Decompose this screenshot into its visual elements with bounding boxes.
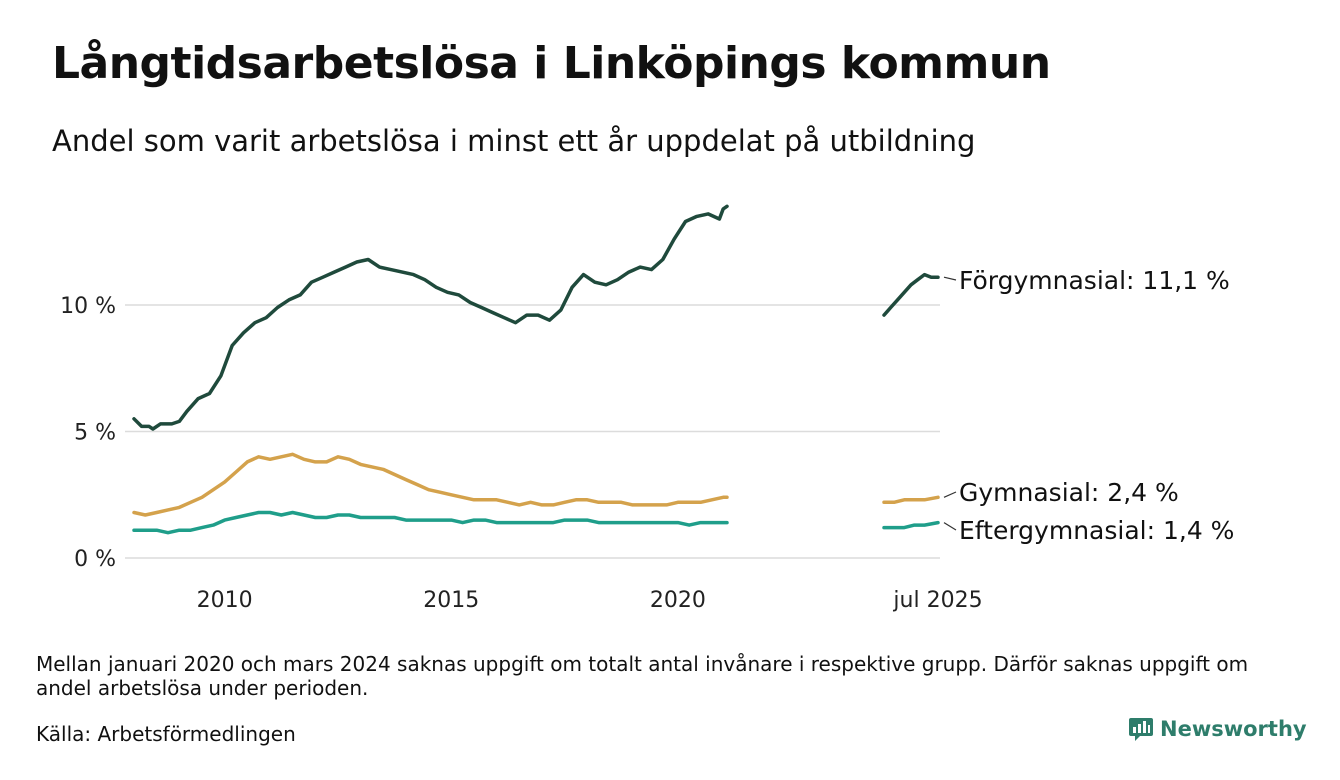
brand-name: Newsworthy — [1160, 717, 1307, 741]
y-tick-label: 10 % — [60, 294, 116, 319]
x-axis-ticks: 2010 2015 2020 jul 2025 — [197, 588, 983, 613]
label-leader-gymnasial — [943, 491, 957, 498]
newsworthy-logo-icon — [1129, 718, 1153, 741]
series-line-gymnasial-seg-1 — [132, 452, 729, 517]
y-tick-label: 0 % — [74, 547, 116, 572]
series-label-eftergymnasial: Eftergymnasial: 1,4 % — [959, 516, 1234, 545]
footnote: Mellan januari 2020 och mars 2024 saknas… — [36, 652, 1249, 700]
brand-logo: Newsworthy — [1128, 716, 1307, 742]
line-chart: 0 % 5 % 10 % 2010 2015 2020 jul 2025 Förgymna… — [60, 204, 1234, 613]
series-line-eftergymnasial-seg-2 — [882, 520, 940, 530]
x-tick-label: jul 2025 — [892, 588, 982, 613]
y-axis-ticks: 0 % 5 % 10 % — [60, 294, 116, 572]
series-line-eftergymnasial-seg-1 — [132, 510, 729, 535]
y-tick-label: 5 % — [74, 421, 116, 446]
x-tick-label: 2020 — [650, 588, 706, 613]
gridlines — [125, 304, 940, 559]
series-label-f-rgymnasial: Förgymnasial: 11,1 % — [959, 266, 1230, 295]
label-leader-f-rgymnasial — [943, 276, 957, 281]
series-lines — [132, 204, 940, 535]
series-line-f-rgymnasial-seg-1 — [132, 204, 729, 431]
chart-title: Långtidsarbetslösa i Linköpings kommun — [52, 38, 1051, 89]
series-line-gymnasial-seg-2 — [882, 495, 940, 505]
chart-subtitle: Andel som varit arbetslösa i minst ett å… — [52, 124, 976, 158]
series-labels: Förgymnasial: 11,1 % Gymnasial: 2,4 % Efte… — [943, 266, 1234, 545]
series-label-gymnasial: Gymnasial: 2,4 % — [959, 478, 1179, 507]
label-leader-eftergymnasial — [943, 522, 957, 531]
source-text: Källa: Arbetsförmedlingen — [36, 722, 296, 746]
x-tick-label: 2015 — [423, 588, 479, 613]
series-line-f-rgymnasial-seg-2 — [882, 272, 940, 317]
x-tick-label: 2010 — [197, 588, 253, 613]
